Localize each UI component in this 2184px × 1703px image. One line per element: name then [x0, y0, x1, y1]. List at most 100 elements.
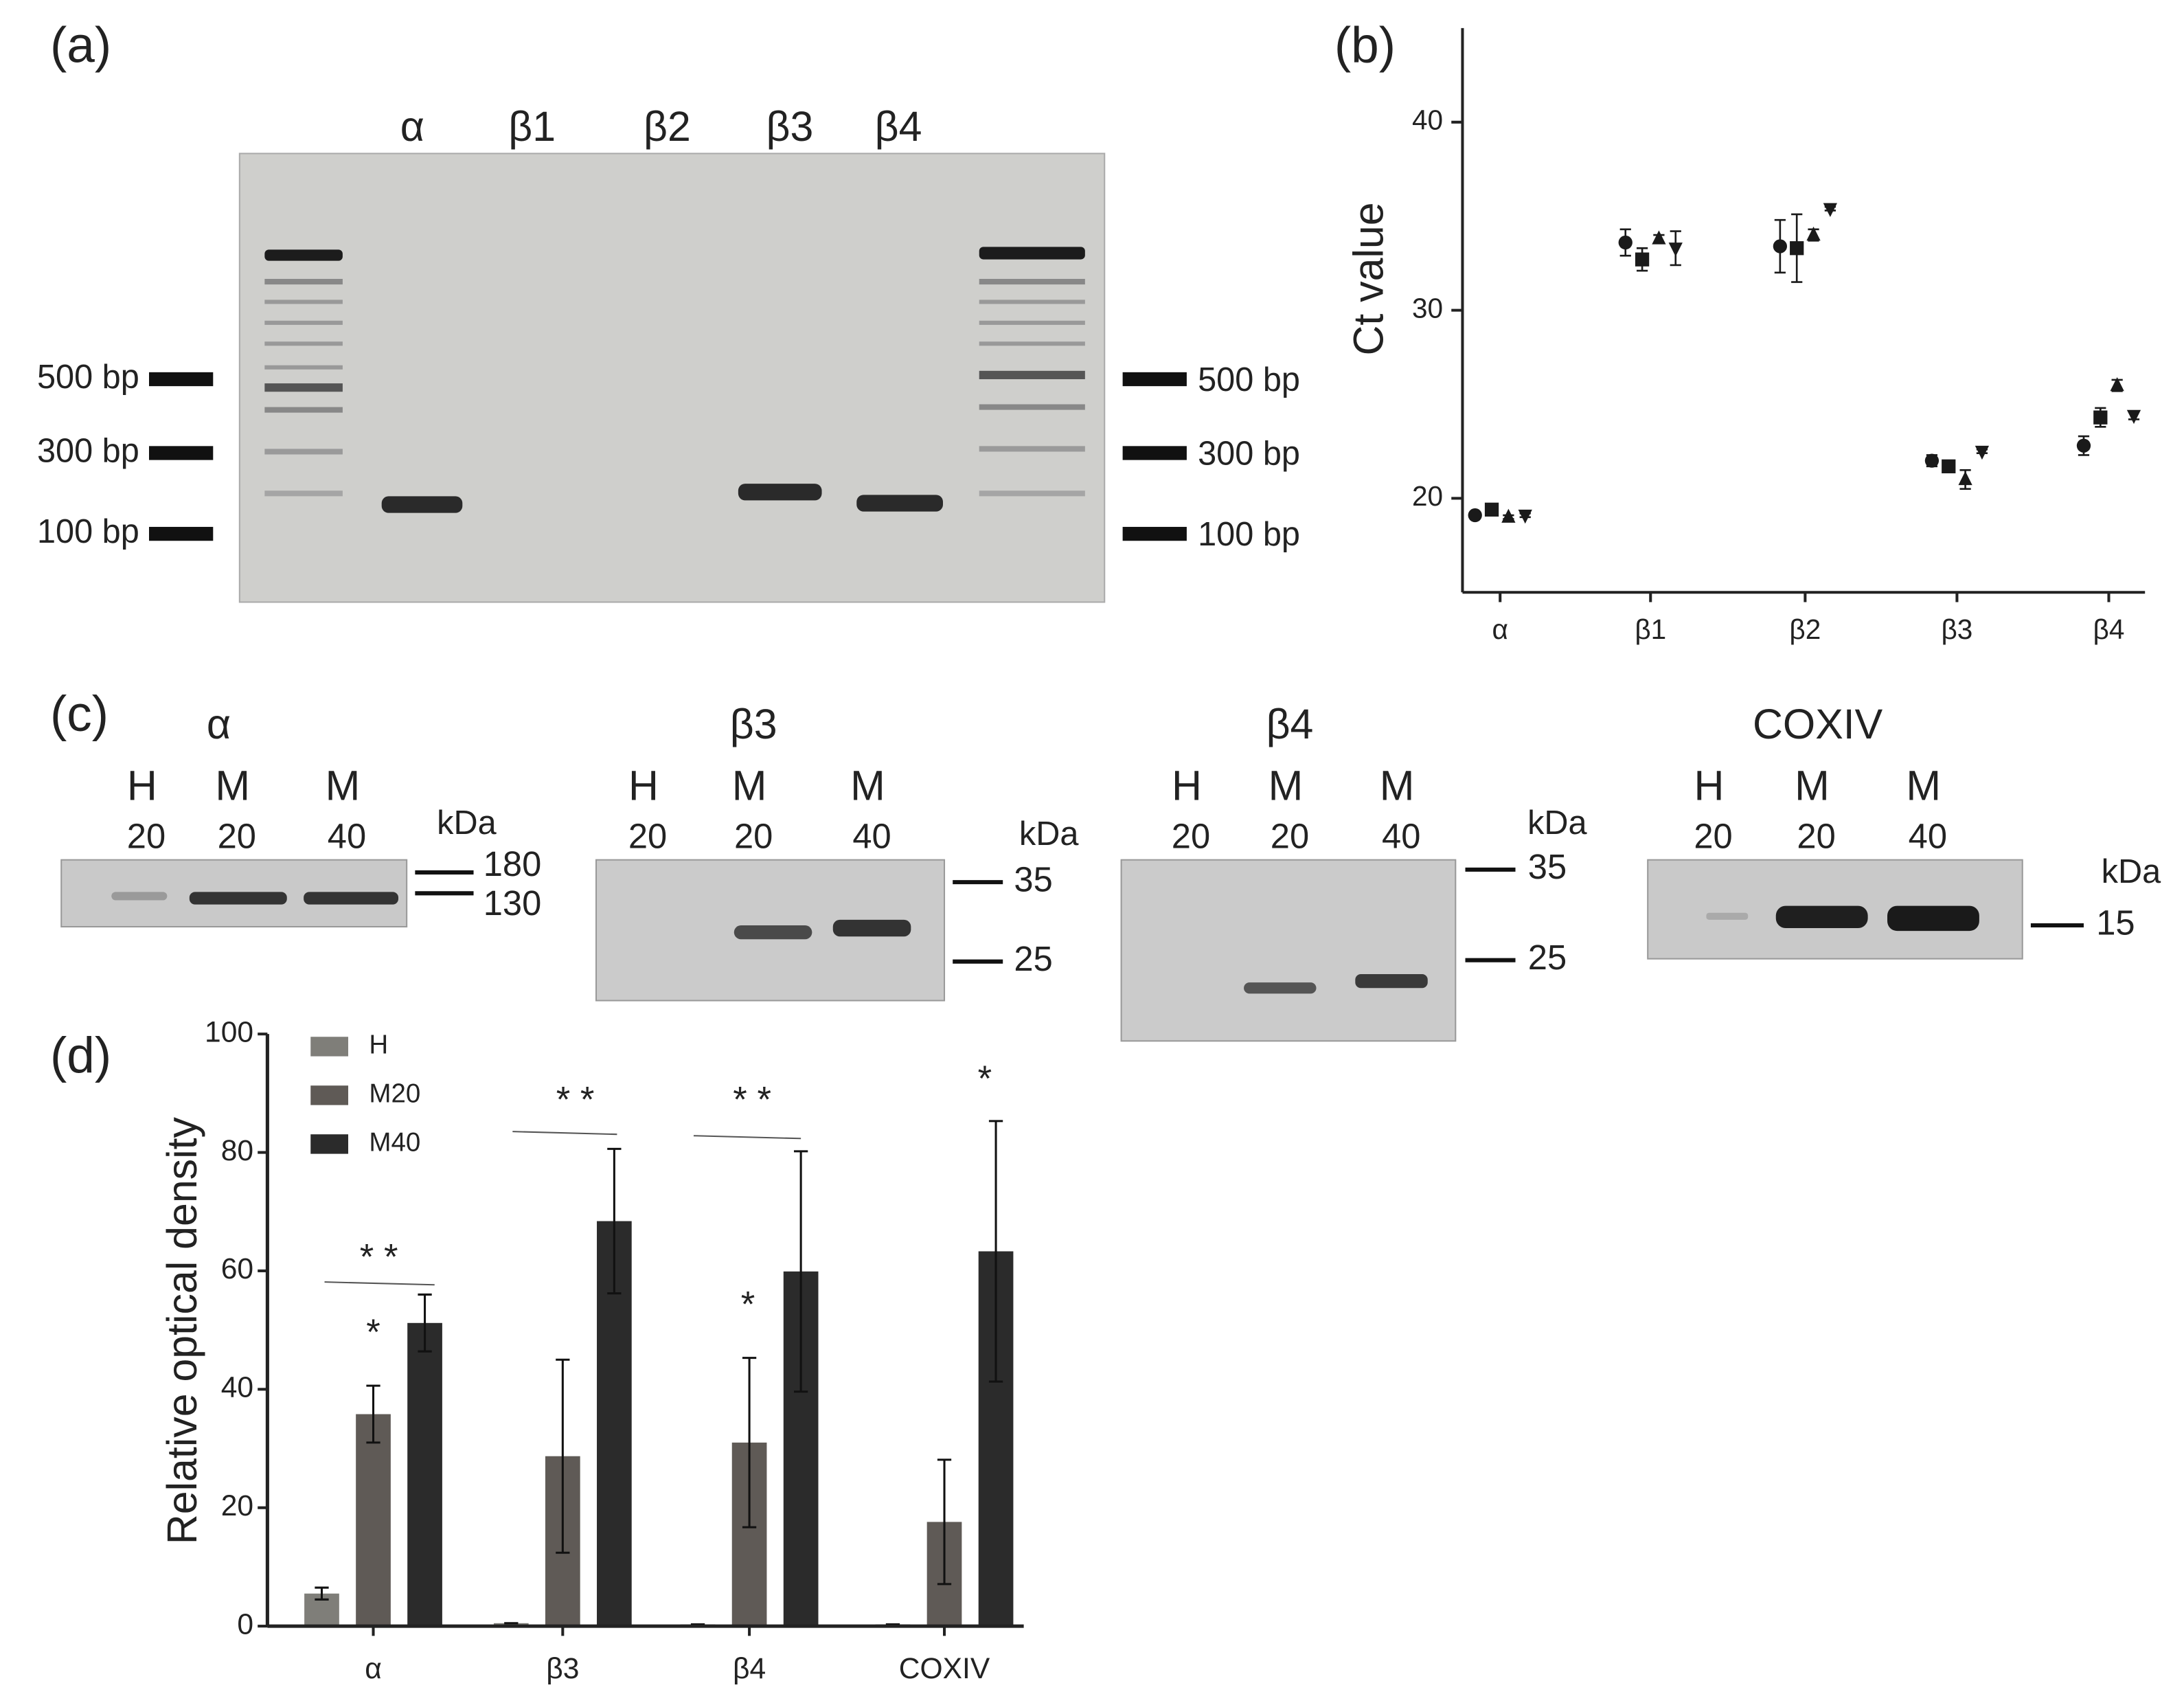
- lane-label: β2: [644, 103, 691, 150]
- sample-band: [738, 484, 822, 501]
- legend-label: H: [369, 1030, 388, 1060]
- lane-amount: 20: [1172, 817, 1210, 856]
- kda-label: 25: [1528, 938, 1567, 977]
- lane-label: M: [326, 762, 361, 809]
- ladder-band: [264, 320, 343, 325]
- point: [2093, 410, 2108, 425]
- point: [2126, 409, 2141, 425]
- significance-mark: *: [978, 1059, 992, 1099]
- lane-amount: 20: [628, 817, 667, 856]
- y-tick-label: 0: [237, 1608, 253, 1640]
- size-marker-label: 500 bp: [1198, 361, 1300, 398]
- size-marker-bar: [1122, 446, 1187, 460]
- error-bar: [366, 1384, 380, 1444]
- ladder-band: [979, 341, 1085, 346]
- x-tick-label: β3: [546, 1652, 579, 1685]
- ladder-band: [979, 320, 1085, 325]
- x-tick-label: β4: [2093, 613, 2125, 645]
- lane-amount: 20: [218, 817, 256, 856]
- panel-label: (c): [50, 686, 109, 742]
- lane-amount: 20: [734, 817, 773, 856]
- bar: [407, 1322, 442, 1627]
- y-tick-label: 30: [1412, 292, 1443, 324]
- sample-band: [856, 495, 943, 512]
- blot-title: β4: [1266, 701, 1314, 747]
- unit-label: kDa: [437, 804, 497, 842]
- ladder-band: [264, 300, 343, 304]
- lane-label: H: [127, 762, 157, 809]
- lane-amount: 20: [1694, 817, 1732, 856]
- legend-swatch: [310, 1134, 349, 1154]
- ladder-band: [264, 449, 343, 455]
- significance-bracket: [324, 1281, 435, 1286]
- blot-band: [1706, 912, 1749, 920]
- ladder-band: [979, 247, 1085, 260]
- error-bar: [793, 1150, 808, 1393]
- point: [1773, 239, 1788, 253]
- y-tick-label: 20: [1412, 480, 1443, 512]
- ladder-band: [979, 490, 1085, 497]
- point: [1652, 230, 1666, 245]
- ladder-band: [264, 278, 343, 285]
- point: [1942, 459, 1956, 473]
- ladder-band: [264, 383, 343, 392]
- point: [1823, 203, 1838, 217]
- x-tick-label: β1: [1635, 613, 1666, 645]
- point: [1790, 241, 1804, 256]
- point: [1806, 226, 1821, 241]
- y-tick-label: 40: [221, 1371, 253, 1404]
- blot-title: COXIV: [1753, 701, 1883, 747]
- error-bar: [988, 1120, 1003, 1383]
- point: [1924, 453, 1940, 468]
- point: [1668, 243, 1683, 257]
- lane-amount: 20: [1797, 817, 1835, 856]
- ladder-band: [979, 300, 1085, 304]
- ladder-band: [264, 341, 343, 346]
- blot-title: α: [207, 701, 231, 747]
- error-bar: [418, 1293, 432, 1353]
- y-tick-label: 80: [221, 1134, 253, 1167]
- point: [1635, 252, 1650, 267]
- error-bar: [607, 1147, 622, 1295]
- significance-bracket: [512, 1131, 617, 1136]
- panel-label: (b): [1334, 18, 1396, 74]
- x-tick-label: COXIV: [899, 1652, 990, 1685]
- y-axis-label: Ct value: [1345, 202, 1392, 355]
- legend-swatch: [310, 1085, 349, 1105]
- lane-label: M: [1380, 762, 1415, 809]
- lane-amount: 20: [127, 817, 166, 856]
- y-axis-label: Relative optical density: [159, 1117, 205, 1545]
- y-tick-label: 20: [221, 1489, 253, 1522]
- x-tick-label: α: [365, 1652, 382, 1685]
- kda-label: 130: [484, 883, 542, 923]
- lane-label: β4: [875, 103, 922, 150]
- lane-label: M: [1906, 762, 1941, 809]
- kda-label: 25: [1014, 939, 1052, 978]
- size-marker-bar: [1122, 526, 1187, 541]
- blot-band: [733, 925, 812, 940]
- size-marker-label: 300 bp: [1198, 435, 1300, 472]
- lane-label: H: [1694, 762, 1724, 809]
- bar: [356, 1414, 391, 1627]
- lane-amount: 40: [1909, 817, 1947, 856]
- x-tick-label: β3: [1941, 613, 1972, 645]
- lane-label: M: [732, 762, 767, 809]
- ladder-band: [264, 249, 343, 261]
- point: [1958, 471, 1972, 486]
- kda-label: 15: [2096, 903, 2135, 942]
- ladder-band: [264, 365, 343, 370]
- y-tick-label: 60: [221, 1252, 253, 1285]
- lane-amount: 20: [1271, 817, 1309, 856]
- sample-band: [381, 496, 463, 513]
- error-bar: [556, 1358, 570, 1554]
- size-marker-label: 100 bp: [37, 513, 139, 550]
- error-bar: [742, 1357, 757, 1529]
- size-marker-bar: [149, 526, 214, 541]
- size-marker-bar: [149, 372, 214, 387]
- lane-amount: 40: [328, 817, 366, 856]
- point: [1518, 509, 1532, 524]
- kda-label: 180: [484, 844, 542, 883]
- size-marker-bar: [1122, 372, 1187, 387]
- kda-label: 35: [1528, 847, 1567, 886]
- point: [1484, 502, 1499, 517]
